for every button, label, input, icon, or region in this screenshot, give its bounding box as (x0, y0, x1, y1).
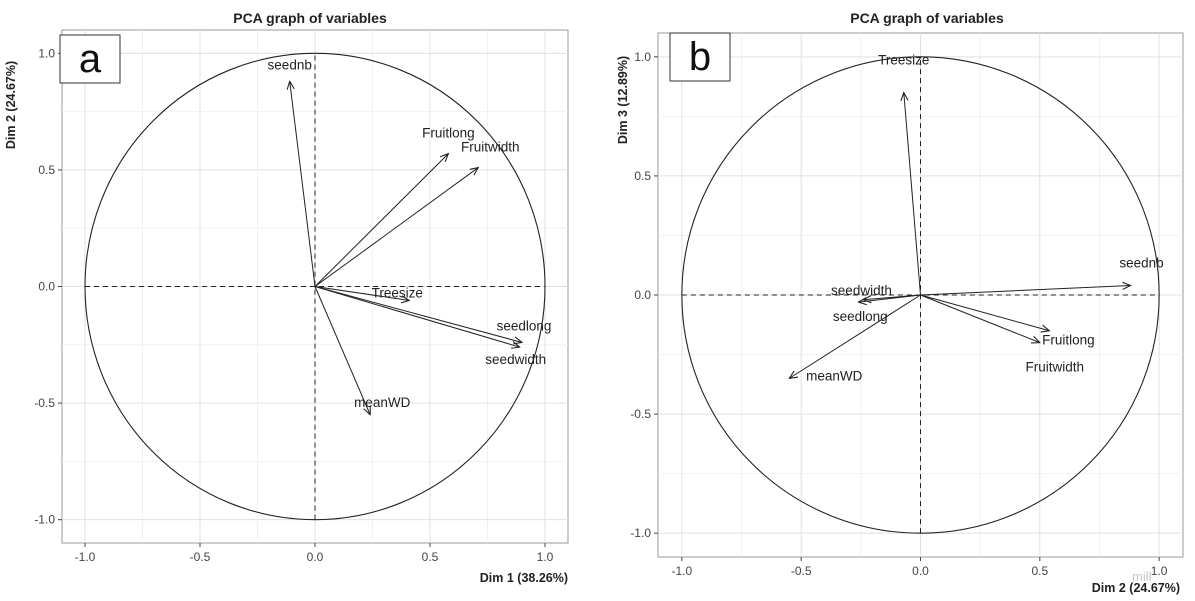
variable-label: Treesize (878, 53, 929, 68)
variable-label: seedlong (833, 309, 888, 324)
panel-letter: b (689, 35, 711, 79)
x-tick-label: 0.5 (422, 550, 439, 564)
panel-letter: a (79, 37, 102, 81)
loading-arrow (290, 81, 316, 287)
loading-arrow (314, 168, 478, 287)
y-tick-label: 1.0 (38, 46, 55, 60)
variable-label: Fruitlong (422, 126, 475, 141)
loading-arrow (920, 285, 1131, 296)
variable-label: Fruitwidth (461, 140, 520, 155)
y-axis-title: Dim 2 (24.67%) (4, 61, 18, 149)
x-tick-label: 0.0 (912, 564, 929, 578)
loading-arrow (863, 294, 921, 300)
y-tick-label: -1.0 (630, 526, 651, 540)
x-tick-label: 1.0 (537, 550, 554, 564)
y-tick-label: 0.0 (38, 280, 55, 294)
y-axis-title: Dim 3 (12.89%) (616, 56, 630, 144)
loading-arrow (314, 154, 448, 287)
chart-title: PCA graph of variables (850, 10, 1004, 26)
variable-label: seednb (1119, 255, 1163, 270)
x-axis-title: Dim 1 (38.26%) (480, 571, 568, 585)
y-tick-label: -0.5 (630, 407, 651, 421)
y-tick-label: -0.5 (34, 396, 55, 410)
variable-label: meanWD (354, 395, 411, 410)
variable-label: Fruitlong (1042, 333, 1095, 348)
x-tick-label: -0.5 (791, 564, 812, 578)
pca-chart-a: -1.0 -0.5 0.0 0.5 1.0 1.0 0.5 0.0 -0.5 -1.0 seednb… (4, 10, 569, 585)
y-tick-label: -1.0 (34, 513, 55, 527)
loading-arrow (789, 294, 921, 378)
x-tick-label: 1.0 (1151, 564, 1168, 578)
loading-arrow (920, 294, 1040, 343)
x-tick-label: 0.0 (307, 550, 324, 564)
variable-label: seedlong (497, 318, 552, 333)
y-tick-label: 0.5 (38, 163, 55, 177)
x-tick-label: -1.0 (75, 550, 96, 564)
loading-arrow (904, 93, 921, 296)
panel-letter-box (669, 32, 731, 82)
y-tick-label: 0.5 (634, 169, 651, 183)
variable-label: seednb (268, 57, 312, 72)
loading-arrow (314, 286, 522, 343)
loading-arrow (314, 286, 409, 301)
y-tick-label: 1.0 (634, 50, 651, 64)
pca-chart-b: -1.0 -0.5 0.0 0.5 1.0 1.0 0.5 0.0 -0.5 -1.0 Treesi… (616, 10, 1184, 595)
loading-arrow (314, 286, 520, 348)
loading-arrow (314, 286, 370, 415)
variable-label: seedwidth (485, 352, 546, 367)
x-tick-label: 0.5 (1031, 564, 1048, 578)
variable-label: Fruitwidth (1026, 360, 1085, 375)
x-axis-title: Dim 2 (24.67%) (1092, 581, 1180, 595)
x-tick-label: -1.0 (672, 564, 693, 578)
variable-label: Treesize (372, 285, 423, 300)
x-tick-label: -0.5 (190, 550, 211, 564)
watermark-text: mill (1132, 569, 1152, 584)
loading-arrow (920, 294, 1050, 331)
variable-label: seedwidth (831, 283, 892, 298)
panel-letter-box (59, 34, 121, 84)
y-tick-label: 0.0 (634, 288, 651, 302)
chart-title: PCA graph of variables (233, 10, 387, 26)
variable-label: meanWD (806, 368, 863, 383)
